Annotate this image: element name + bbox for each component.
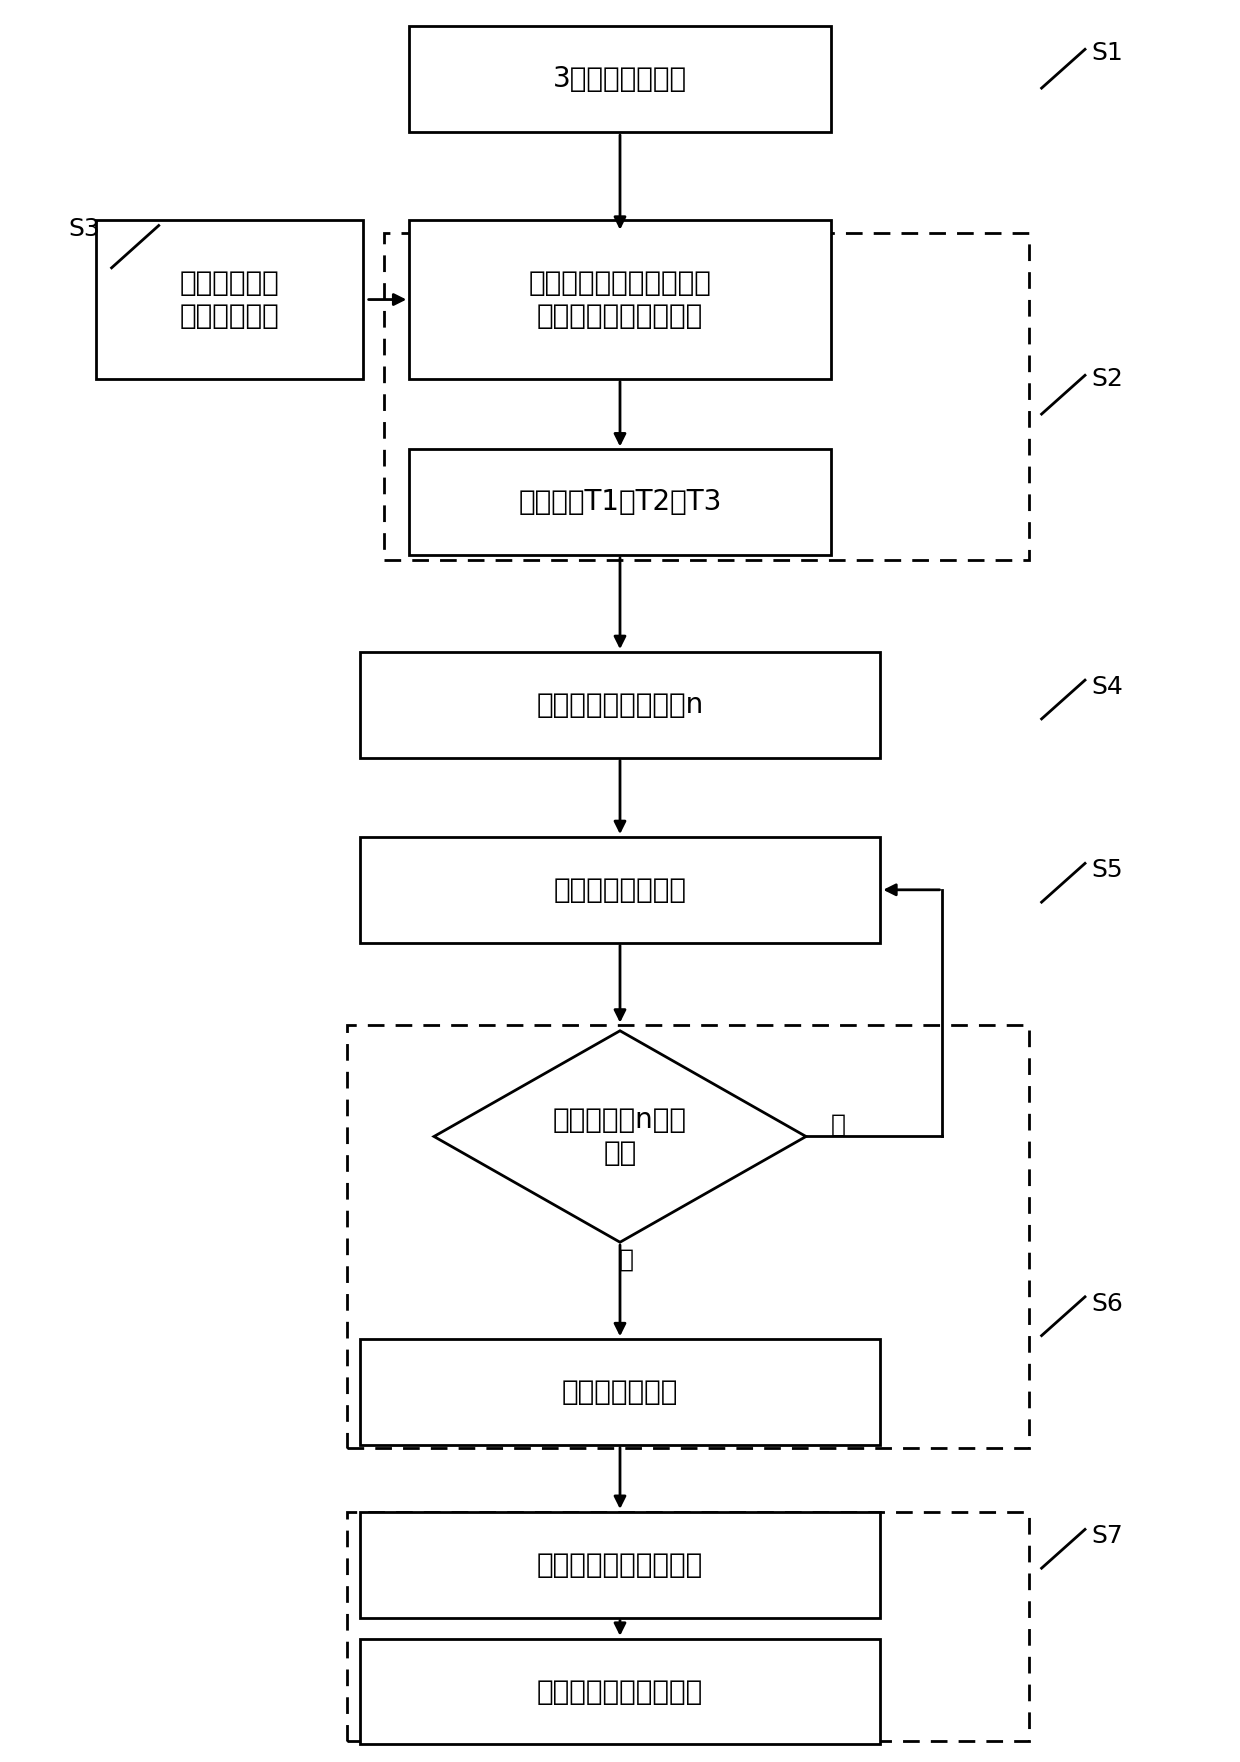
- Text: 否: 否: [619, 1247, 634, 1272]
- Text: 数据采集T1、T2、T3: 数据采集T1、T2、T3: [518, 488, 722, 516]
- Text: 增加场强探头数量: 增加场强探头数量: [553, 876, 687, 904]
- Bar: [347, 1512, 1029, 1741]
- Bar: [347, 1025, 1029, 1448]
- Bar: [360, 1639, 880, 1744]
- Bar: [409, 26, 831, 132]
- Text: 电磁干扰快速
检测软件系统: 电磁干扰快速 检测软件系统: [180, 270, 279, 329]
- Text: 3个小型场强探头: 3个小型场强探头: [553, 65, 687, 93]
- Text: S5: S5: [1091, 858, 1123, 883]
- Text: S4: S4: [1091, 675, 1123, 700]
- Bar: [360, 1339, 880, 1445]
- Text: 干扰源数目n是否
改变: 干扰源数目n是否 改变: [553, 1107, 687, 1166]
- Text: S2: S2: [1091, 366, 1123, 391]
- Bar: [384, 233, 1029, 560]
- Text: 基于场强探头的狭小空间
电磁干扰检测硬件系统: 基于场强探头的狭小空间 电磁干扰检测硬件系统: [528, 270, 712, 329]
- Polygon shape: [434, 1031, 806, 1242]
- Bar: [360, 837, 880, 943]
- Text: S6: S6: [1091, 1292, 1123, 1316]
- Text: S1: S1: [1091, 41, 1123, 65]
- Bar: [97, 220, 362, 379]
- Bar: [409, 220, 831, 379]
- Bar: [409, 449, 831, 555]
- Bar: [360, 652, 880, 758]
- Text: 干扰源数目确定: 干扰源数目确定: [562, 1378, 678, 1406]
- Text: 电磁干扰源数目判定n: 电磁干扰源数目判定n: [537, 691, 703, 719]
- Text: 独立电磁干扰信号提取: 独立电磁干扰信号提取: [537, 1551, 703, 1579]
- Text: S7: S7: [1091, 1524, 1123, 1549]
- Text: S3: S3: [68, 217, 100, 241]
- Text: 是: 是: [831, 1112, 846, 1136]
- Text: 完成干扰源检测和识别: 完成干扰源检测和识别: [537, 1677, 703, 1706]
- Bar: [360, 1512, 880, 1618]
